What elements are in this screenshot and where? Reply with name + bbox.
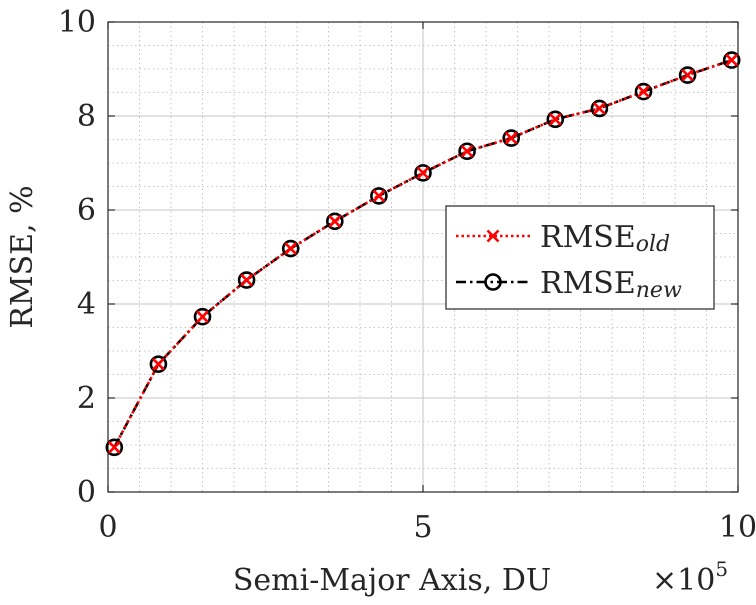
series-layer [105, 51, 741, 457]
legend-label-base: RMSE [540, 220, 636, 255]
data-point-new [546, 110, 565, 129]
data-point-new [722, 51, 741, 69]
legend-marker-new [484, 273, 502, 291]
legend-label-subscript: old [636, 232, 670, 257]
data-point-new [237, 271, 256, 289]
data-point-old [196, 310, 209, 324]
x-axis-multiplier-base: ×10 [652, 563, 715, 598]
data-point-new [325, 212, 344, 231]
series-line-old [113, 58, 733, 448]
data-point-old [460, 144, 474, 158]
x-axis-multiplier-exponent: 5 [715, 557, 728, 581]
data-point-old [107, 440, 121, 454]
data-point-old [504, 131, 518, 145]
data-point-old [637, 85, 650, 98]
x-tick-label: 10 [719, 510, 756, 545]
data-point-old [681, 68, 695, 82]
y-tick-label: 2 [77, 381, 96, 416]
data-point-new [193, 307, 212, 326]
y-tick-label: 10 [58, 5, 96, 40]
data-point-new [502, 129, 521, 147]
y-tick-label: 4 [77, 287, 96, 322]
data-point-new [590, 99, 609, 118]
x-tick-label: 5 [413, 510, 432, 545]
data-point-new [678, 66, 697, 84]
legend-label-new: RMSEnew [540, 266, 682, 303]
data-point-new [634, 82, 653, 101]
data-point-old [151, 357, 165, 371]
data-point-new [281, 239, 300, 258]
data-point-new [105, 438, 124, 457]
data-point-old [328, 214, 342, 228]
x-axis-multiplier: ×105 [652, 557, 728, 598]
y-axis-label: RMSE, % [5, 185, 40, 328]
data-point-old [592, 102, 606, 115]
data-point-old [548, 112, 562, 126]
data-point-old [240, 273, 254, 287]
data-point-old [372, 189, 386, 203]
x-axis-label: Semi-Major Axis, DU [233, 563, 551, 598]
legend-label-base: RMSE [540, 266, 636, 301]
data-point-new [458, 142, 476, 161]
y-tick-label: 6 [77, 193, 96, 228]
legend-label-old: RMSEold [540, 220, 670, 257]
legend-marker-old [486, 229, 500, 243]
axis-ticks [107, 21, 739, 493]
data-point-old [284, 242, 298, 255]
data-point-old [416, 166, 430, 180]
tick-labels: 0 5 10 0 2 4 6 8 10 [58, 5, 756, 545]
legend-label-subscript: new [636, 278, 682, 303]
y-tick-label: 0 [77, 475, 96, 510]
legend-box [445, 205, 715, 310]
data-point-old [725, 53, 739, 67]
y-tick-label: 8 [77, 99, 96, 134]
x-tick-label: 0 [98, 510, 117, 545]
data-point-new [370, 187, 388, 205]
data-point-new [149, 355, 168, 373]
data-point-new [414, 164, 432, 182]
